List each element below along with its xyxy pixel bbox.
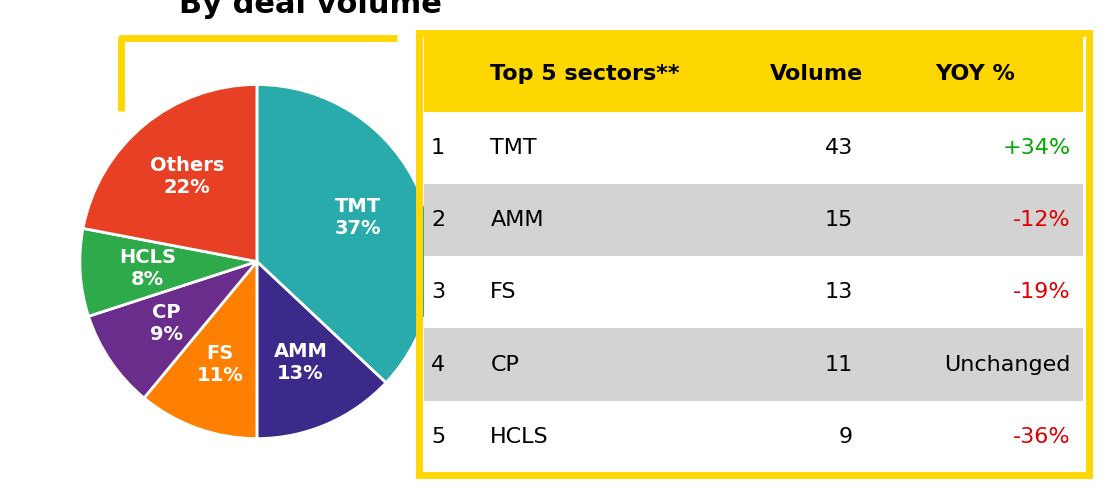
Text: By deal volume: By deal volume <box>179 0 441 19</box>
Text: AMM
13%: AMM 13% <box>274 342 327 383</box>
Text: 43: 43 <box>824 138 853 158</box>
Bar <box>866 35 1083 112</box>
Wedge shape <box>83 85 257 262</box>
Wedge shape <box>144 262 257 439</box>
Text: -19%: -19% <box>1013 282 1070 302</box>
Text: Volume: Volume <box>770 63 863 83</box>
Text: -12%: -12% <box>1013 210 1070 230</box>
Wedge shape <box>257 262 386 439</box>
Bar <box>424 256 1083 328</box>
Text: 2: 2 <box>431 210 446 230</box>
Bar <box>484 35 767 112</box>
Text: HCLS
8%: HCLS 8% <box>118 248 175 289</box>
Bar <box>767 35 866 112</box>
Text: HCLS: HCLS <box>490 427 548 447</box>
Text: 3: 3 <box>431 282 446 302</box>
Bar <box>424 35 484 112</box>
Text: -36%: -36% <box>1013 427 1070 447</box>
Text: 15: 15 <box>824 210 853 230</box>
Text: Others
22%: Others 22% <box>150 156 225 198</box>
Text: FS: FS <box>490 282 517 302</box>
Wedge shape <box>88 262 257 398</box>
Text: Unchanged: Unchanged <box>944 355 1070 375</box>
Text: 5: 5 <box>431 427 446 447</box>
Text: 4: 4 <box>431 355 446 375</box>
Text: TMT: TMT <box>490 138 537 158</box>
Text: 1: 1 <box>431 138 446 158</box>
Text: +34%: +34% <box>1002 138 1070 158</box>
Bar <box>424 184 1083 256</box>
Bar <box>424 400 1083 473</box>
Text: 9: 9 <box>839 427 853 447</box>
Text: TMT
37%: TMT 37% <box>334 198 381 238</box>
Bar <box>424 112 1083 184</box>
Wedge shape <box>257 85 435 383</box>
Text: Top 5 sectors**: Top 5 sectors** <box>490 63 680 83</box>
Text: CP: CP <box>490 355 519 375</box>
Bar <box>424 328 1083 400</box>
Wedge shape <box>79 228 257 316</box>
Text: CP
9%: CP 9% <box>150 303 182 344</box>
Text: 11: 11 <box>824 355 853 375</box>
Text: 13: 13 <box>824 282 853 302</box>
Text: YOY %: YOY % <box>935 63 1014 83</box>
Text: FS
11%: FS 11% <box>197 345 244 385</box>
Text: AMM: AMM <box>490 210 544 230</box>
